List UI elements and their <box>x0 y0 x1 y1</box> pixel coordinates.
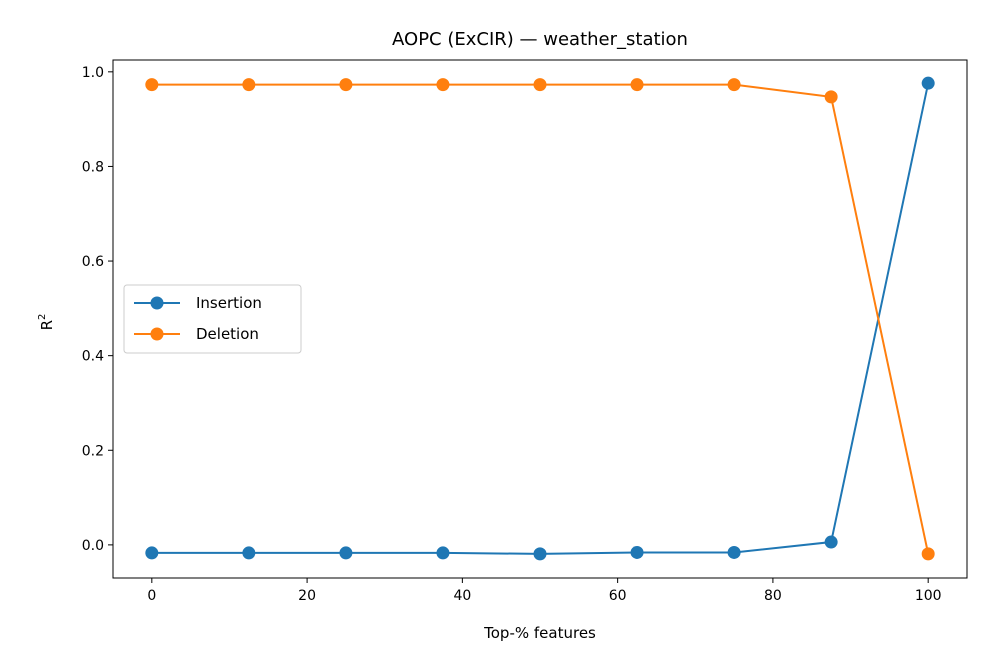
plot-area: 0 20 40 60 80 100 0.0 0.2 0.4 0.6 0.8 1.0 Insertion D… <box>82 59 968 604</box>
x-tick-label: 60 <box>609 588 627 604</box>
insertion-point <box>242 546 256 560</box>
deletion-point <box>242 78 256 92</box>
chart-title: AOPC (ExCIR) — weather_station <box>392 29 688 50</box>
deletion-point <box>630 78 644 92</box>
x-tick-label: 80 <box>764 588 782 604</box>
insertion-point <box>145 546 159 560</box>
y-axis-label-superscript: 2 <box>37 314 48 320</box>
deletion-point <box>145 78 159 92</box>
insertion-point <box>630 545 644 559</box>
y-axis-label-base: R <box>38 320 56 330</box>
deletion-point <box>727 78 741 92</box>
insertion-point <box>533 547 547 561</box>
x-tick-label: 100 <box>915 588 942 604</box>
y-axis-label: R2 <box>37 314 56 331</box>
legend-insertion-label: Insertion <box>196 294 262 312</box>
insertion-point <box>339 546 353 560</box>
axes-frame <box>112 59 968 579</box>
deletion-point <box>436 78 450 92</box>
deletion-point <box>921 547 935 561</box>
legend-deletion-label: Deletion <box>196 325 259 343</box>
x-tick-label: 0 <box>147 588 156 604</box>
y-tick-label: 0.4 <box>82 349 104 365</box>
insertion-point <box>824 535 838 549</box>
deletion-point <box>824 90 838 104</box>
insertion-point <box>921 76 935 90</box>
y-tick-label: 0.0 <box>82 538 104 554</box>
insertion-point <box>727 545 741 559</box>
x-tick-label: 40 <box>453 588 471 604</box>
y-tick-label: 1.0 <box>82 65 104 81</box>
x-axis-label: Top-% features <box>483 624 596 642</box>
legend-insertion-marker <box>150 296 164 310</box>
deletion-point <box>339 78 353 92</box>
y-tick-label: 0.2 <box>82 443 104 459</box>
legend-deletion-marker <box>150 327 164 341</box>
y-tick-label: 0.6 <box>82 254 104 270</box>
deletion-point <box>533 78 547 92</box>
insertion-point <box>436 546 450 560</box>
x-tick-label: 20 <box>298 588 316 604</box>
y-tick-label: 0.8 <box>82 159 104 175</box>
